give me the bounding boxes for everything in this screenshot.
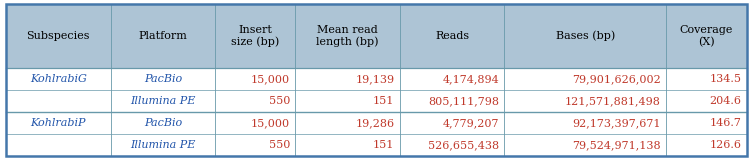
Text: 79,901,626,002: 79,901,626,002	[572, 74, 661, 84]
Text: 134.5: 134.5	[710, 74, 742, 84]
Text: Illumina PE: Illumina PE	[130, 140, 196, 150]
Text: PacBio: PacBio	[144, 118, 182, 128]
Text: 92,173,397,671: 92,173,397,671	[572, 118, 661, 128]
Text: 550: 550	[269, 140, 290, 150]
Text: 79,524,971,138: 79,524,971,138	[572, 140, 661, 150]
Text: Subspecies: Subspecies	[26, 31, 90, 41]
Text: 151: 151	[373, 96, 395, 106]
Text: 126.6: 126.6	[710, 140, 742, 150]
Text: KohlrabiP: KohlrabiP	[31, 118, 86, 128]
Text: Coverage
(X): Coverage (X)	[680, 25, 733, 47]
Text: Insert
size (bp): Insert size (bp)	[231, 25, 279, 47]
Text: 204.6: 204.6	[710, 96, 742, 106]
Text: 146.7: 146.7	[710, 118, 742, 128]
Text: 19,139: 19,139	[355, 74, 395, 84]
Text: 121,571,881,498: 121,571,881,498	[565, 96, 661, 106]
Text: Illumina PE: Illumina PE	[130, 96, 196, 106]
Text: 550: 550	[269, 96, 290, 106]
Text: Platform: Platform	[139, 31, 187, 41]
Text: 15,000: 15,000	[251, 118, 290, 128]
Text: 4,779,207: 4,779,207	[443, 118, 499, 128]
Text: 19,286: 19,286	[355, 118, 395, 128]
Text: Reads: Reads	[435, 31, 469, 41]
Text: 526,655,438: 526,655,438	[428, 140, 499, 150]
Text: Mean read
length (bp): Mean read length (bp)	[316, 25, 379, 47]
Text: Bases (bp): Bases (bp)	[556, 31, 615, 41]
Text: 805,111,798: 805,111,798	[428, 96, 499, 106]
Text: KohlrabiG: KohlrabiG	[30, 74, 87, 84]
Text: 151: 151	[373, 140, 395, 150]
Text: 15,000: 15,000	[251, 74, 290, 84]
Text: 4,174,894: 4,174,894	[442, 74, 499, 84]
Text: PacBio: PacBio	[144, 74, 182, 84]
